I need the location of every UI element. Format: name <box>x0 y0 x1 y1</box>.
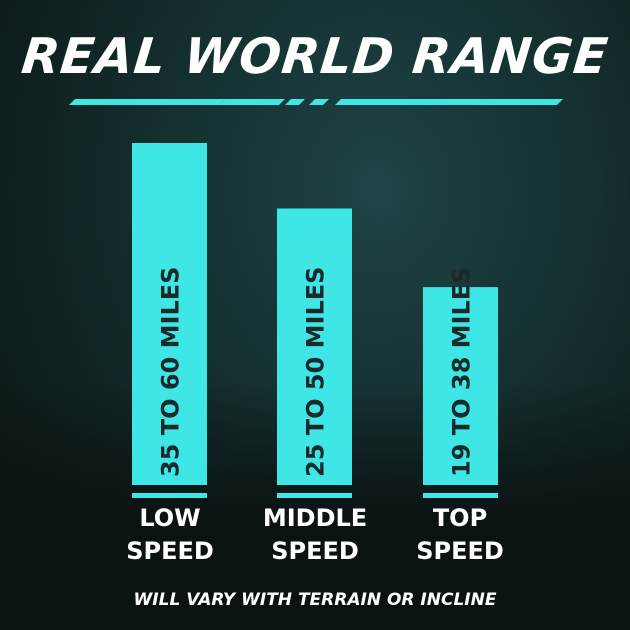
data-label-0: 35 TO 60 MILES <box>157 267 185 477</box>
baseline-0 <box>132 493 207 498</box>
data-label-1: 25 TO 50 MILES <box>302 267 330 477</box>
bar-0 <box>132 143 207 485</box>
category-label-low: LOW SPEED <box>126 504 214 565</box>
bar-1 <box>277 208 352 485</box>
footnote: WILL VARY WITH TERRAIN OR INCLINE <box>133 590 497 610</box>
baseline-1 <box>277 493 352 498</box>
data-label-2: 19 TO 38 MILES <box>448 267 476 477</box>
bar-2 <box>423 287 498 485</box>
category-label-middle: MIDDLE SPEED <box>262 504 368 565</box>
category-label-top: TOP SPEED <box>416 504 504 565</box>
baseline-2 <box>423 493 498 498</box>
